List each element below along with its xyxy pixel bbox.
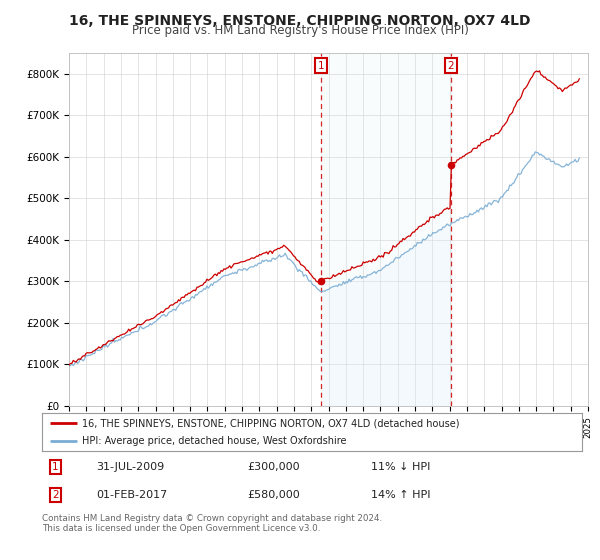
Text: 16, THE SPINNEYS, ENSTONE, CHIPPING NORTON, OX7 4LD: 16, THE SPINNEYS, ENSTONE, CHIPPING NORT… [69, 14, 531, 28]
Text: 1: 1 [52, 462, 59, 472]
Text: Contains HM Land Registry data © Crown copyright and database right 2024.
This d: Contains HM Land Registry data © Crown c… [42, 514, 382, 534]
Text: 31-JUL-2009: 31-JUL-2009 [96, 462, 164, 472]
Text: £300,000: £300,000 [247, 462, 300, 472]
Text: Price paid vs. HM Land Registry's House Price Index (HPI): Price paid vs. HM Land Registry's House … [131, 24, 469, 37]
Text: 11% ↓ HPI: 11% ↓ HPI [371, 462, 431, 472]
Text: 16, THE SPINNEYS, ENSTONE, CHIPPING NORTON, OX7 4LD (detached house): 16, THE SPINNEYS, ENSTONE, CHIPPING NORT… [83, 418, 460, 428]
Bar [321, 53, 451, 406]
Text: HPI: Average price, detached house, West Oxfordshire: HPI: Average price, detached house, West… [83, 436, 347, 446]
Text: 2: 2 [52, 490, 59, 500]
Text: £580,000: £580,000 [247, 490, 300, 500]
Text: 2: 2 [448, 60, 454, 71]
Text: 01-FEB-2017: 01-FEB-2017 [96, 490, 167, 500]
Text: 14% ↑ HPI: 14% ↑ HPI [371, 490, 431, 500]
Text: 1: 1 [318, 60, 325, 71]
